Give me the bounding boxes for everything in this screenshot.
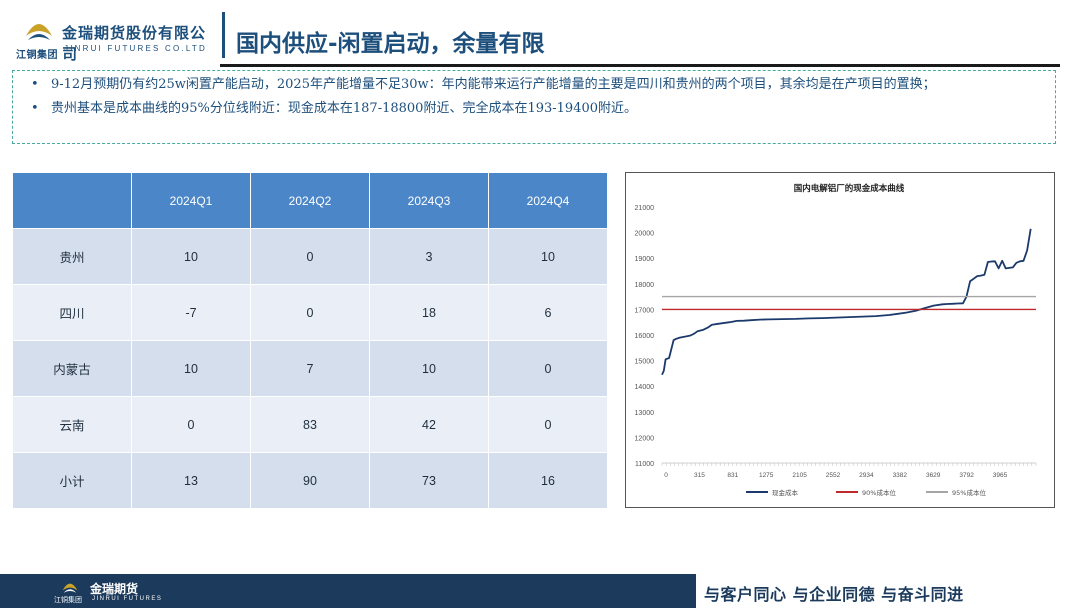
capacity-table: 2024Q1 2024Q2 2024Q3 2024Q4 贵州 10 0 3 10… — [12, 172, 608, 509]
table-cell: 10 — [369, 340, 489, 397]
row-label: 云南 — [12, 396, 132, 453]
cost-curve-chart: 国内电解铝厂的现金成本曲线 11000 12000 13000 14000 15000 16… — [625, 172, 1055, 508]
x-tick-label: 3382 — [893, 472, 908, 479]
y-tick-label: 16000 — [635, 333, 655, 340]
x-tick-label: 315 — [694, 472, 705, 479]
x-tick-label: 3629 — [926, 472, 941, 479]
page-footer: 江铜集团 金瑞期货 JINRUI FUTURES 与客户同心 与企业同德 与奋斗… — [0, 574, 1080, 608]
table-cell: 0 — [250, 228, 370, 285]
cost-curve-svg: 国内电解铝厂的现金成本曲线 11000 12000 13000 14000 15000 16… — [635, 183, 1037, 497]
row-label: 小计 — [12, 452, 132, 509]
series-line-1 — [661, 228, 1032, 376]
table-cell: 73 — [369, 452, 489, 509]
legend-label: 现金成本 — [772, 488, 799, 497]
table-cell: 10 — [131, 228, 251, 285]
table-row: 贵州 10 0 3 10 — [12, 228, 608, 285]
y-tick-label: 11000 — [635, 461, 654, 468]
y-tick-label: 21000 — [635, 205, 655, 212]
summary-box: 9-12月预期仍有约25w闲置产能启动，2025年产能增量不足30w：年内能带来… — [12, 70, 1056, 144]
table-cell: 83 — [250, 396, 370, 453]
slogan-panel: 与客户同心 与企业同德 与奋斗同进 — [696, 574, 1080, 608]
table-row: 四川 -7 0 18 6 — [12, 284, 608, 341]
footer-company-en: JINRUI FUTURES — [92, 596, 163, 602]
y-tick-label: 12000 — [635, 435, 655, 442]
table-cell: 6 — [488, 284, 608, 341]
legend-label: 95%成本位 — [952, 488, 986, 497]
y-tick-label: 17000 — [635, 307, 655, 314]
y-tick-label: 14000 — [635, 384, 655, 391]
table-cell: 18 — [369, 284, 489, 341]
logo-group-name: 江铜集团 — [16, 50, 58, 61]
x-tick-label: 2105 — [792, 472, 807, 479]
table-cell: 0 — [250, 284, 370, 341]
table-row: 内蒙古 10 7 10 0 — [12, 340, 608, 397]
summary-bullet-2: 贵州基本是成本曲线的95%分位线附近：现金成本在187-18800附近、完全成本… — [25, 99, 1043, 119]
summary-bullet-1: 9-12月预期仍有约25w闲置产能启动，2025年产能增量不足30w：年内能带来… — [25, 75, 1043, 95]
table-cell: 7 — [250, 340, 370, 397]
legend-label: 90%成本位 — [862, 488, 896, 497]
table-cell: 42 — [369, 396, 489, 453]
page-title: 国内供应-闲置启动，余量有限 — [236, 31, 545, 57]
footer-logo: 江铜集团 金瑞期货 JINRUI FUTURES — [54, 577, 184, 605]
x-tick-label: 2552 — [826, 472, 841, 479]
footer-group-name: 江铜集团 — [54, 597, 82, 604]
table-cell: 10 — [131, 340, 251, 397]
y-tick-label: 19000 — [635, 256, 655, 263]
page-header: 江铜集团 金瑞期货股份有限公司 JINRUI FUTURES CO.LTD 国内… — [0, 0, 1080, 68]
table-cell: 0 — [488, 396, 608, 453]
table-cell: 3 — [369, 228, 489, 285]
footer-company-cn: 金瑞期货 — [90, 582, 139, 596]
table-header-cell: 2024Q4 — [488, 172, 608, 229]
table-row: 小计 13 90 73 16 — [12, 452, 608, 509]
table-cell: 90 — [250, 452, 370, 509]
table-header-cell: 2024Q2 — [250, 172, 370, 229]
footer-slogan: 与客户同心 与企业同德 与奋斗同进 — [704, 585, 964, 604]
table-header-cell: 2024Q3 — [369, 172, 489, 229]
x-tick-label: 1275 — [759, 472, 774, 479]
company-logo: 江铜集团 金瑞期货股份有限公司 JINRUI FUTURES CO.LTD — [14, 14, 219, 63]
row-label: 四川 — [12, 284, 132, 341]
table-header-cell — [12, 172, 132, 229]
table-cell: 16 — [488, 452, 608, 509]
x-tick-label: 0 — [664, 472, 668, 479]
y-tick-label: 18000 — [635, 282, 655, 289]
header-rule — [220, 64, 1060, 67]
x-tick-label: 3792 — [959, 472, 974, 479]
logo-company-cn: 金瑞期货股份有限公司 — [62, 24, 207, 63]
x-tick-label: 3965 — [993, 472, 1008, 479]
chart-title: 国内电解铝厂的现金成本曲线 — [794, 183, 905, 194]
x-tick-label: 2934 — [859, 472, 874, 479]
y-tick-label: 15000 — [635, 359, 655, 366]
table-cell: 0 — [131, 396, 251, 453]
row-label: 内蒙古 — [12, 340, 132, 397]
y-tick-label: 20000 — [635, 231, 655, 238]
table-cell: 10 — [488, 228, 608, 285]
table-header-row: 2024Q1 2024Q2 2024Q3 2024Q4 — [12, 172, 608, 229]
logo-emblem-icon — [26, 24, 52, 40]
table-cell: -7 — [131, 284, 251, 341]
footer-emblem-icon — [62, 583, 78, 593]
table-cell: 0 — [488, 340, 608, 397]
table-row: 云南 0 83 42 0 — [12, 396, 608, 453]
table-header-cell: 2024Q1 — [131, 172, 251, 229]
x-tick-label: 831 — [727, 472, 738, 479]
header-divider — [222, 12, 225, 58]
logo-company-en: JINRUI FUTURES CO.LTD — [64, 44, 207, 53]
y-tick-label: 13000 — [635, 410, 655, 417]
table-cell: 13 — [131, 452, 251, 509]
row-label: 贵州 — [12, 228, 132, 285]
